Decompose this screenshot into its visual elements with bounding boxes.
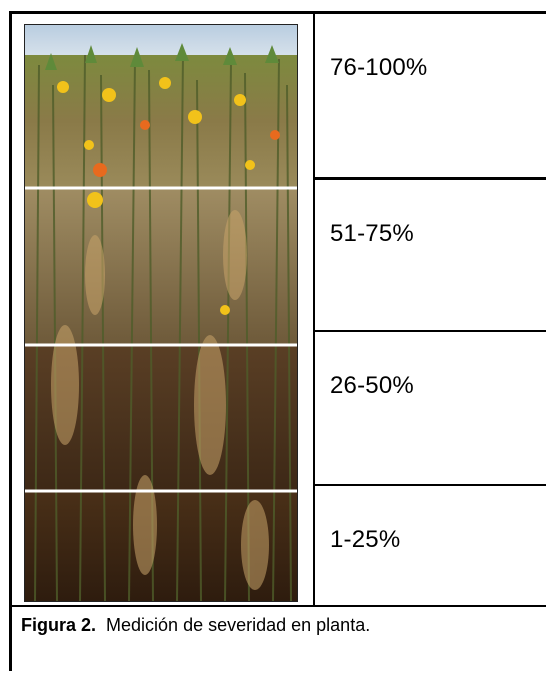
figure-caption: Figura 2. Medición de severidad en plant…: [21, 615, 370, 636]
photo-cell: [12, 14, 315, 607]
severity-cell-1: 76-100%: [315, 14, 546, 180]
caption-number: Figura 2.: [21, 615, 97, 635]
severity-cell-4: 1-25%: [315, 486, 546, 607]
caption-text: Medición de severidad en planta.: [106, 615, 371, 635]
safflower-plant-photo: [24, 24, 298, 602]
caption-row: Figura 2. Medición de severidad en plant…: [12, 605, 546, 674]
figure-table: 76-100% 51-75% 26-50% 1-25% Figura 2. Me…: [9, 11, 546, 671]
severity-label: 76-100%: [330, 54, 428, 81]
severity-label: 51-75%: [330, 220, 414, 247]
severity-label: 26-50%: [330, 372, 414, 399]
severity-cell-2: 51-75%: [315, 180, 546, 332]
severity-cell-3: 26-50%: [315, 332, 546, 486]
severity-label: 1-25%: [330, 526, 401, 553]
